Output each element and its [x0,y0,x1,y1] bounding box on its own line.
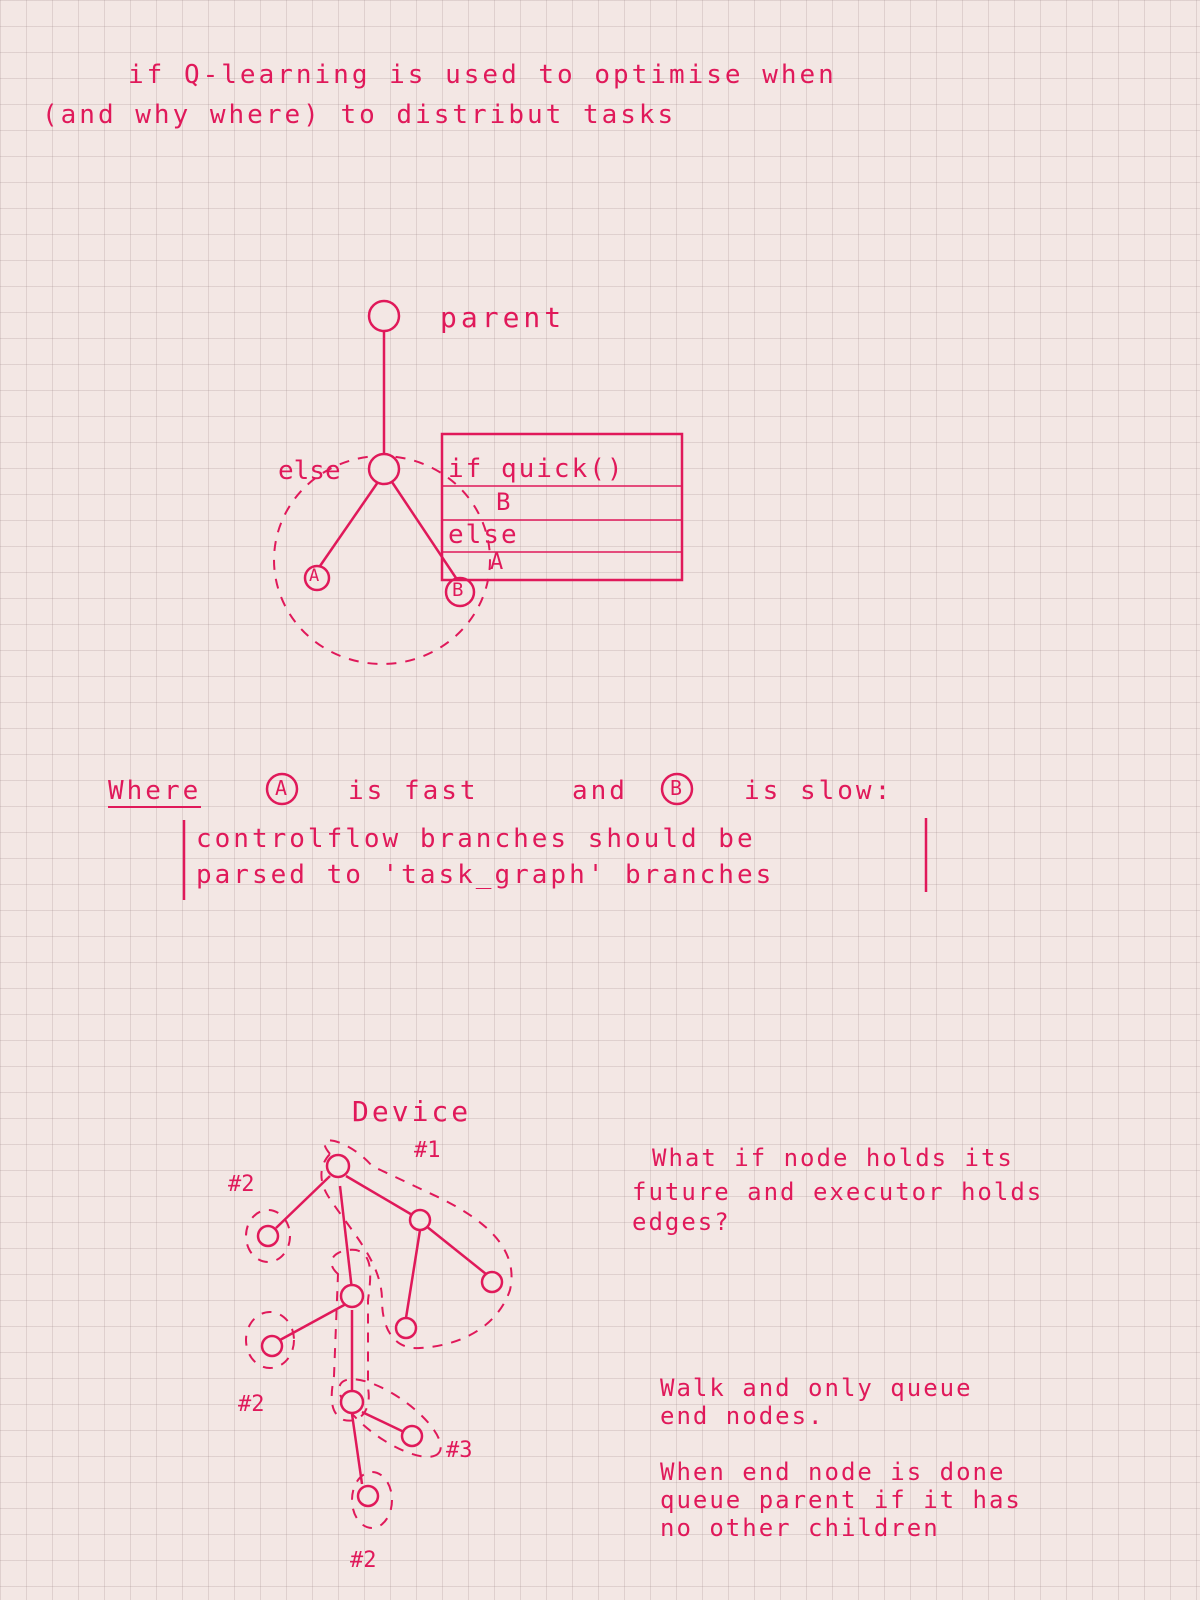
edge-else-a [318,481,380,567]
rule-line-2: controlflow branches should be [196,824,756,854]
parent-node [367,299,401,333]
node-a [303,564,331,592]
group-outline-1 [320,1139,513,1350]
rule-line-3: parsed to 'task_graph' branches [196,860,775,890]
rule-a-letter: A [275,776,288,800]
node-b-label: B [452,579,464,601]
leaf-lower-right [400,1424,424,1448]
device-label: Device [352,1095,472,1128]
note-walk-2: end nodes. [660,1402,825,1430]
edge-else-b [390,481,458,579]
edge-root-l [275,1175,331,1229]
node-lower [339,1389,365,1415]
group-outline-5 [338,1378,442,1458]
parent-label: parent [440,301,566,334]
node-middle [339,1283,365,1309]
note-walk-1: Walk and only queue [660,1374,973,1402]
node-b [444,576,476,608]
tag-2-top: #2 [228,1172,255,1197]
group-outline-6 [351,1471,393,1529]
leaf-left-top [256,1224,280,1248]
group-outline-2 [245,1209,291,1263]
edge-low-down [350,1413,364,1485]
tag-3: #3 [446,1438,473,1463]
else-label: else [278,456,341,486]
note-question-1: What if node holds its [652,1144,1014,1172]
header-line-2: (and why where) to distribut tasks [42,100,677,130]
note-end-3: no other children [660,1514,940,1542]
group-outline-3 [330,1248,372,1422]
edge-low-r [361,1410,405,1434]
edge-r-rd [404,1229,422,1319]
leaf-bottom [356,1484,380,1508]
rule-b-letter: B [670,776,683,800]
note-question-2: future and executor holds [632,1178,1044,1206]
edge-root-down [338,1185,354,1291]
else-node [367,452,401,486]
leaf-right-far [480,1270,504,1294]
code-line-b: B [496,488,511,516]
group-outline-4 [245,1311,295,1369]
rule-prefix: Where [108,776,202,808]
code-line-if: if quick() [448,454,625,484]
edge-root-r [345,1174,415,1218]
rule-and: and [572,776,628,806]
note-end-2: queue parent if it has [660,1486,1022,1514]
note-end-1: When end node is done [660,1458,1006,1486]
code-line-a: A [490,550,504,575]
header-line-1: if Q-learning is used to optimise when [128,60,837,90]
code-box [440,432,684,582]
node-a-label: A [309,566,320,586]
leaf-right-down [394,1316,418,1340]
edge-mid-l [279,1302,347,1342]
leaf-mid-left [260,1334,284,1358]
tag-1: #1 [414,1138,441,1163]
rule-fast: is fast [348,776,479,806]
node-right [408,1208,432,1232]
rule-slow: is slow: [744,776,894,806]
edge-r-rr [425,1225,487,1275]
code-line-else: else [448,520,519,550]
tag-2-bottom: #2 [350,1548,377,1573]
note-question-3: edges? [632,1208,731,1236]
device-root-node [325,1153,351,1179]
tag-2-mid: #2 [238,1392,265,1417]
